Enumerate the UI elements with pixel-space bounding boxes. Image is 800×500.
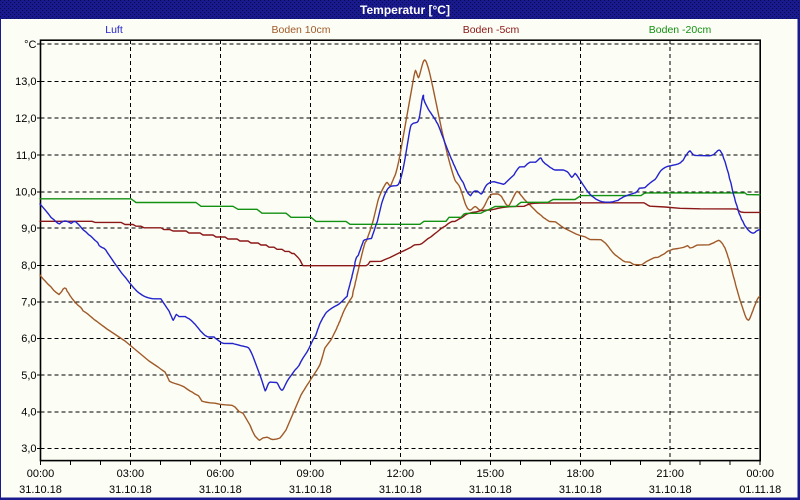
svg-text:Temperatur [°C]: Temperatur [°C] [360,3,450,17]
svg-text:9,0: 9,0 [21,223,36,235]
svg-text:21:00: 21:00 [656,468,684,480]
svg-text:15:00: 15:00 [477,468,505,480]
svg-text:3,0: 3,0 [21,443,36,455]
svg-text:5,0: 5,0 [21,370,36,382]
svg-text:01.11.18: 01.11.18 [739,484,781,496]
svg-text:31.10.18: 31.10.18 [379,484,422,496]
svg-text:06:00: 06:00 [207,468,235,480]
svg-text:Boden -20cm: Boden -20cm [649,24,712,36]
svg-text:31.10.18: 31.10.18 [199,484,242,496]
svg-text:18:00: 18:00 [567,468,595,480]
svg-text:09:00: 09:00 [297,468,325,480]
svg-text:Luft: Luft [105,24,123,36]
svg-text:31.10.18: 31.10.18 [19,484,62,496]
svg-text:8,0: 8,0 [21,260,36,272]
svg-text:31.10.18: 31.10.18 [559,484,602,496]
svg-text:6,0: 6,0 [21,333,36,345]
svg-text:12:00: 12:00 [387,468,415,480]
svg-text:Boden 10cm: Boden 10cm [272,24,331,36]
svg-text:4,0: 4,0 [21,407,36,419]
svg-text:7,0: 7,0 [21,297,36,309]
svg-text:12,0: 12,0 [15,113,36,125]
svg-text:31.10.18: 31.10.18 [289,484,332,496]
svg-text:03:00: 03:00 [117,468,145,480]
svg-text:31.10.18: 31.10.18 [469,484,512,496]
svg-text:°C: °C [24,39,36,51]
svg-text:Boden -5cm: Boden -5cm [463,24,520,36]
svg-text:00:00: 00:00 [746,468,774,480]
svg-text:31.10.18: 31.10.18 [109,484,152,496]
svg-text:31.10.18: 31.10.18 [649,484,692,496]
svg-text:13,0: 13,0 [15,76,36,88]
svg-text:10,0: 10,0 [15,187,36,199]
svg-text:00:00: 00:00 [27,468,55,480]
svg-text:11,0: 11,0 [16,150,37,162]
